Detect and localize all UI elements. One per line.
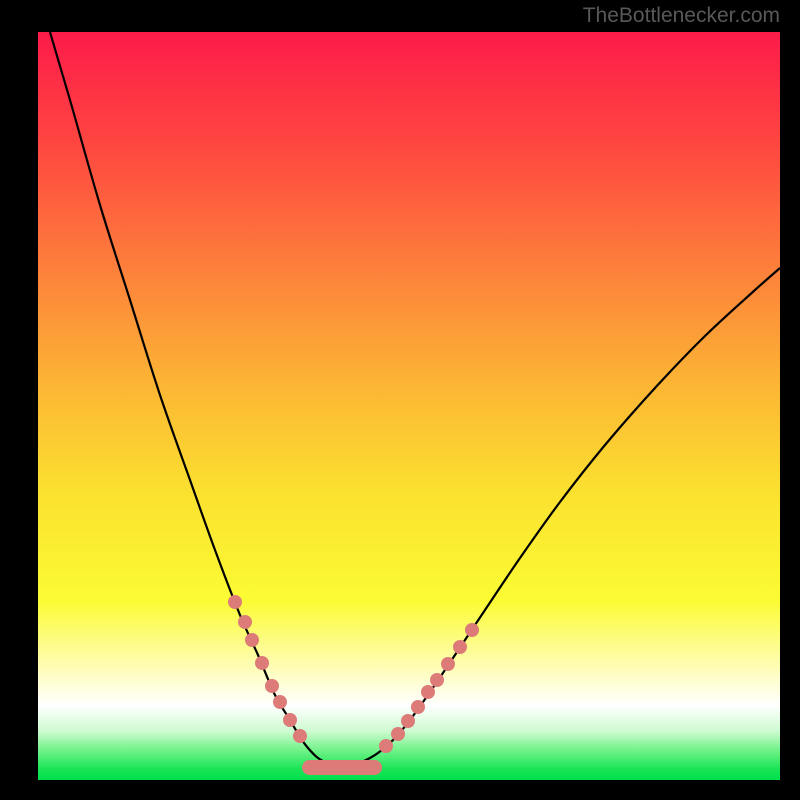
data-point-right	[441, 657, 455, 671]
data-point-right	[379, 739, 393, 753]
data-point-right	[421, 685, 435, 699]
data-point-left	[283, 713, 297, 727]
data-point-right	[391, 727, 405, 741]
data-point-left	[238, 615, 252, 629]
data-point-left	[273, 695, 287, 709]
data-point-left	[265, 679, 279, 693]
data-point-right	[411, 700, 425, 714]
data-point-left	[228, 595, 242, 609]
bottleneck-curve-chart	[0, 0, 800, 800]
plot-background	[38, 32, 780, 780]
watermark-text: TheBottlenecker.com	[583, 4, 780, 28]
data-point-left	[255, 656, 269, 670]
optimal-range-bar	[302, 760, 382, 775]
data-point-right	[453, 640, 467, 654]
data-point-left	[293, 729, 307, 743]
data-point-right	[401, 714, 415, 728]
data-point-right	[465, 623, 479, 637]
data-point-right	[430, 673, 444, 687]
data-point-left	[245, 633, 259, 647]
